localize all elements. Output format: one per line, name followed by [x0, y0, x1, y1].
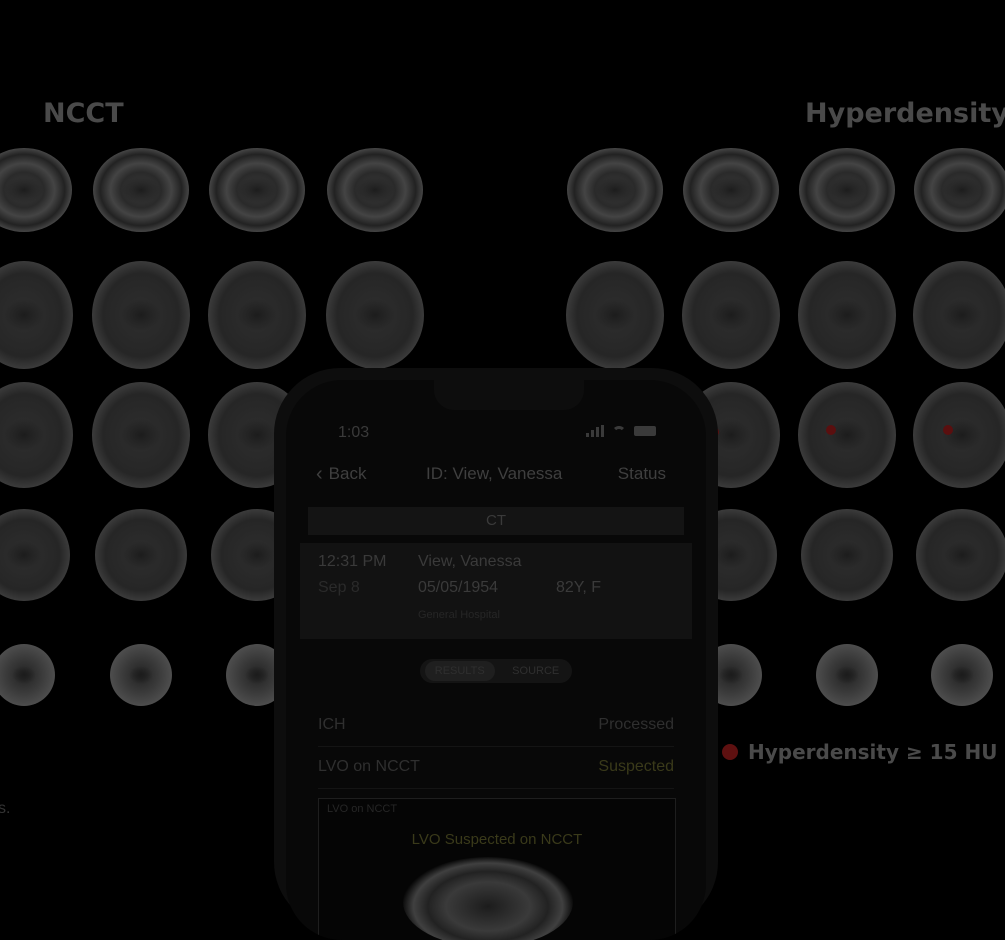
- status-button[interactable]: Status: [617, 464, 666, 483]
- ct-slice: [913, 261, 1005, 369]
- phone-screen: 1:03 ‹ Back ID: View, Vanessa Status CT …: [286, 380, 706, 940]
- modality-bar: CT: [308, 507, 684, 535]
- result-status: Suspected: [598, 758, 674, 775]
- phone-notch: [434, 380, 584, 410]
- status-icons: [586, 425, 656, 437]
- status-time: 1:03: [338, 424, 370, 441]
- ct-slice: [0, 382, 73, 488]
- ct-slice: [801, 509, 893, 601]
- hyperdensity-legend: Hyperdensity ≥ 15 HU =: [722, 740, 1005, 764]
- patient-age-sex: 82Y, F: [556, 579, 602, 596]
- results-source-toggle: RESULTS SOURCE: [420, 659, 572, 683]
- patient-name: View, Vanessa: [418, 553, 522, 570]
- ct-slice: [914, 148, 1005, 232]
- phone-frame: 1:03 ‹ Back ID: View, Vanessa Status CT …: [274, 368, 718, 940]
- result-label: LVO on NCCT: [318, 758, 420, 775]
- legend-label: Hyperdensity ≥ 15 HU =: [748, 740, 1005, 764]
- ct-slice: [916, 509, 1005, 601]
- back-button[interactable]: ‹ Back: [316, 464, 366, 484]
- ct-slice: [327, 148, 423, 232]
- hospital-name: General Hospital: [418, 609, 500, 621]
- result-label: ICH: [318, 716, 346, 733]
- tab-source[interactable]: SOURCE: [512, 665, 560, 677]
- ct-slice: [95, 509, 187, 601]
- result-row-ich[interactable]: ICH Processed: [318, 706, 674, 747]
- result-card-title: LVO on NCCT: [327, 803, 398, 815]
- back-label: Back: [328, 464, 367, 483]
- result-row-lvo[interactable]: LVO on NCCT Suspected: [318, 748, 674, 789]
- hyperdensity-marker: [826, 425, 836, 435]
- battery-icon: [634, 426, 656, 436]
- ct-slice: [208, 261, 306, 369]
- chevron-left-icon: ‹: [316, 463, 323, 485]
- ct-slice: [0, 148, 72, 232]
- left-footnote: s.: [0, 800, 11, 817]
- tab-results[interactable]: RESULTS: [424, 661, 495, 681]
- study-time: 12:31 PM: [318, 553, 387, 570]
- patient-dob: 05/05/1954: [418, 579, 499, 596]
- ct-slice: [931, 644, 993, 706]
- scan-thumbnail: [403, 857, 573, 940]
- signal-icon: [586, 425, 604, 437]
- ct-slice: [567, 148, 663, 232]
- ct-slice: [798, 382, 896, 488]
- ncct-panel-title: NCCT: [43, 98, 124, 129]
- result-status: Processed: [598, 716, 674, 733]
- ct-slice: [798, 261, 896, 369]
- patient-card[interactable]: 12:31 PM Sep 8 View, Vanessa 05/05/1954 …: [300, 543, 692, 639]
- ct-slice: [799, 148, 895, 232]
- ct-slice: [0, 261, 73, 369]
- wifi-icon: [612, 426, 626, 436]
- legend-dot-icon: [722, 744, 738, 760]
- ct-slice: [0, 644, 55, 706]
- nav-bar: ‹ Back ID: View, Vanessa Status: [286, 464, 706, 496]
- ct-slice: [566, 261, 664, 369]
- ct-slice: [816, 644, 878, 706]
- ct-slice: [92, 261, 190, 369]
- ct-slice: [326, 261, 424, 369]
- lvo-result-card[interactable]: LVO on NCCT LVO Suspected on NCCT: [318, 798, 676, 940]
- ct-slice: [92, 382, 190, 488]
- result-card-headline: LVO Suspected on NCCT: [411, 831, 583, 848]
- ct-slice: [0, 509, 70, 601]
- hyperdensity-marker: [943, 425, 953, 435]
- study-date: Sep 8: [318, 579, 360, 596]
- ct-slice: [913, 382, 1005, 488]
- ct-slice: [110, 644, 172, 706]
- ct-slice: [683, 148, 779, 232]
- ct-slice: [93, 148, 189, 232]
- ct-slice: [682, 261, 780, 369]
- nav-title: ID: View, Vanessa: [426, 464, 563, 483]
- hyperdensity-panel-title: Hyperdensity: [805, 98, 1005, 129]
- ct-slice: [209, 148, 305, 232]
